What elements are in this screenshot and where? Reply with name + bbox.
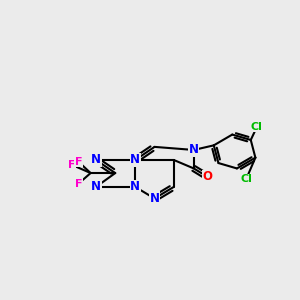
Text: O: O (203, 170, 213, 183)
Text: N: N (130, 154, 140, 166)
Text: F: F (68, 160, 75, 170)
Text: Cl: Cl (251, 122, 263, 132)
Text: N: N (91, 154, 101, 166)
Text: F: F (74, 157, 82, 166)
Text: N: N (130, 180, 140, 194)
Text: F: F (74, 179, 82, 189)
Text: N: N (91, 180, 101, 194)
Text: N: N (149, 192, 160, 205)
Text: N: N (189, 143, 199, 157)
Text: Cl: Cl (240, 174, 252, 184)
